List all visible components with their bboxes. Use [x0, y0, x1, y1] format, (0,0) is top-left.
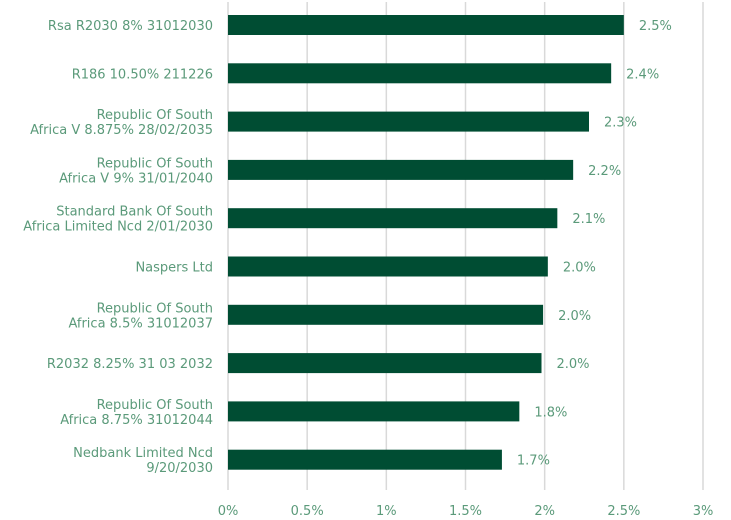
bar-0	[228, 15, 624, 35]
bar-6	[228, 304, 544, 325]
category-label-5: Naspers Ltd	[135, 261, 213, 276]
value-label-8: 1.8%	[534, 405, 567, 420]
category-label-2: Republic Of South Africa V 8.875% 28/02/2…	[30, 108, 213, 138]
bar-7	[228, 353, 542, 374]
category-label-3: Republic Of South Africa V 9% 31/01/2040	[59, 156, 213, 186]
bar-3	[228, 159, 574, 180]
gridlines	[227, 2, 704, 490]
bars	[228, 15, 624, 470]
x-tick-label-0: 0%	[218, 504, 239, 519]
category-label-0: Rsa R2030 8% 31012030	[48, 19, 213, 34]
x-tick-label-4: 2%	[534, 504, 555, 519]
value-label-4: 2.1%	[572, 212, 605, 227]
value-label-3: 2.2%	[588, 164, 621, 179]
value-label-0: 2.5%	[639, 19, 672, 34]
bar-2	[228, 111, 589, 132]
value-label-5: 2.0%	[563, 261, 596, 276]
value-label-6: 2.0%	[558, 309, 591, 324]
bar-9	[228, 449, 502, 470]
value-label-9: 1.7%	[517, 454, 550, 469]
x-tick-label-1: 0.5%	[291, 504, 324, 519]
x-axis-ticks: 0% 0.5% 1% 1.5% 2% 2.5% 3%	[218, 504, 714, 519]
x-tick-label-6: 3%	[693, 504, 714, 519]
bar-5	[228, 256, 548, 277]
category-label-8: Republic Of South Africa 8.75% 31012044	[60, 398, 213, 428]
value-label-7: 2.0%	[557, 357, 590, 372]
category-label-4: Standard Bank Of South Africa Limited Ncd…	[23, 205, 213, 235]
x-tick-label-2: 1%	[376, 504, 397, 519]
bar-8	[228, 401, 520, 422]
bar-4	[228, 208, 558, 229]
category-label-6: Republic Of South Africa 8.5% 31012037	[68, 301, 213, 331]
value-label-1: 2.4%	[626, 67, 659, 82]
category-labels: Rsa R2030 8% 31012030 R186 10.50% 211226 R…	[23, 19, 213, 476]
x-tick-label-5: 2.5%	[607, 504, 640, 519]
value-labels: 2.5% 2.4% 2.3% 2.2% 2.1% 2.0% 2.0% 2.0% 1.8% 1.7%	[517, 19, 672, 469]
x-tick-label-3: 1.5%	[449, 504, 482, 519]
bar-1	[228, 63, 612, 84]
category-label-1: R186 10.50% 211226	[72, 67, 213, 82]
value-label-2: 2.3%	[604, 116, 637, 131]
category-label-7: R2032 8.25% 31 03 2032	[47, 357, 213, 372]
category-label-9: Nedbank Limited Ncd 9/20/2030	[73, 446, 213, 476]
